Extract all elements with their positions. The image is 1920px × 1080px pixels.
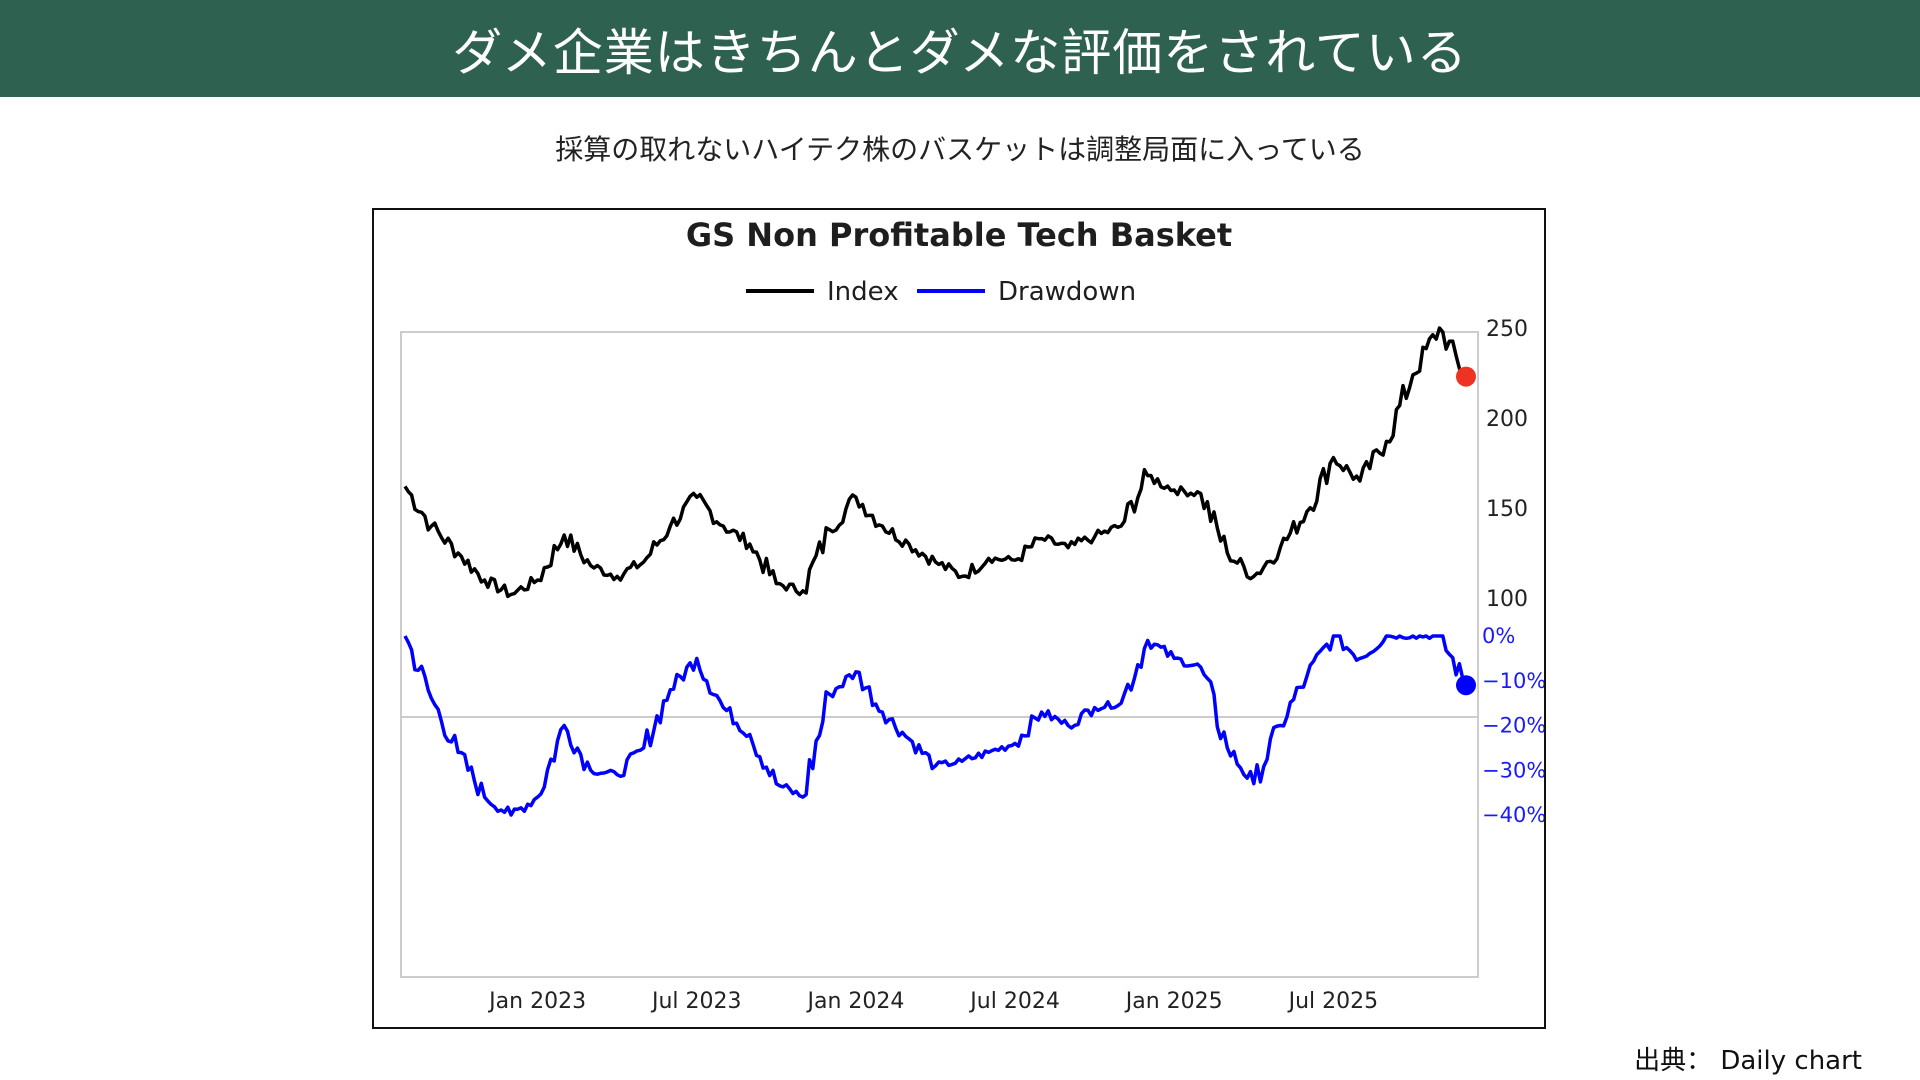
index-y-tick-label: 100 bbox=[1486, 587, 1528, 612]
chart-svg: GS Non Profitable Tech Basket Index Draw… bbox=[400, 216, 1544, 1014]
source-credit: 出典： Daily chart bbox=[1634, 1046, 1862, 1076]
x-axis: Jan 2023 Jul 2023 Jan 2024 Jul 2024 Jan 2025… bbox=[487, 989, 1378, 1014]
chart-frame: GS Non Profitable Tech Basket Index Draw… bbox=[372, 208, 1546, 1029]
chart-title: GS Non Profitable Tech Basket bbox=[686, 216, 1232, 254]
x-tick-label: Jan 2024 bbox=[805, 989, 904, 1014]
drawdown-y-tick-label: −30% bbox=[1482, 758, 1544, 782]
drawdown-last-point-marker bbox=[1456, 675, 1476, 696]
drawdown-panel bbox=[400, 716, 1479, 978]
page-title: ダメ企業はきちんとダメな評価をされている bbox=[452, 23, 1468, 82]
drawdown-y-tick-label: 0% bbox=[1482, 624, 1515, 648]
x-tick-label: Jul 2025 bbox=[1287, 989, 1379, 1014]
x-tick-label: Jul 2024 bbox=[968, 989, 1060, 1014]
index-y-axis: 100 150 200 250 bbox=[1486, 317, 1528, 612]
drawdown-y-tick-label: −20% bbox=[1482, 714, 1544, 738]
index-y-tick-label: 250 bbox=[1486, 317, 1528, 342]
drawdown-y-axis: 0% −10% −20% −30% −40% bbox=[1482, 624, 1544, 827]
index-series-line bbox=[403, 326, 1467, 599]
legend-label-drawdown: Drawdown bbox=[998, 277, 1136, 307]
x-tick-label: Jan 2023 bbox=[487, 989, 586, 1014]
legend: Index Drawdown bbox=[746, 277, 1136, 307]
page-subtitle: 採算の取れないハイテク株のバスケットは調整局面に入っている bbox=[555, 133, 1365, 166]
index-y-tick-label: 200 bbox=[1486, 407, 1528, 432]
drawdown-y-tick-label: −10% bbox=[1482, 669, 1544, 693]
legend-label-index: Index bbox=[827, 277, 899, 307]
x-tick-label: Jul 2023 bbox=[650, 989, 742, 1014]
x-tick-label: Jan 2025 bbox=[1124, 989, 1223, 1014]
index-last-point-marker bbox=[1456, 366, 1476, 387]
drawdown-y-tick-label: −40% bbox=[1482, 803, 1544, 827]
index-y-tick-label: 150 bbox=[1486, 497, 1528, 522]
header-bar: ダメ企業はきちんとダメな評価をされている bbox=[0, 0, 1920, 97]
drawdown-series-line bbox=[403, 634, 1468, 817]
